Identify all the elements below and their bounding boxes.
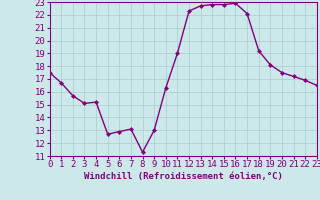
X-axis label: Windchill (Refroidissement éolien,°C): Windchill (Refroidissement éolien,°C) (84, 172, 283, 181)
